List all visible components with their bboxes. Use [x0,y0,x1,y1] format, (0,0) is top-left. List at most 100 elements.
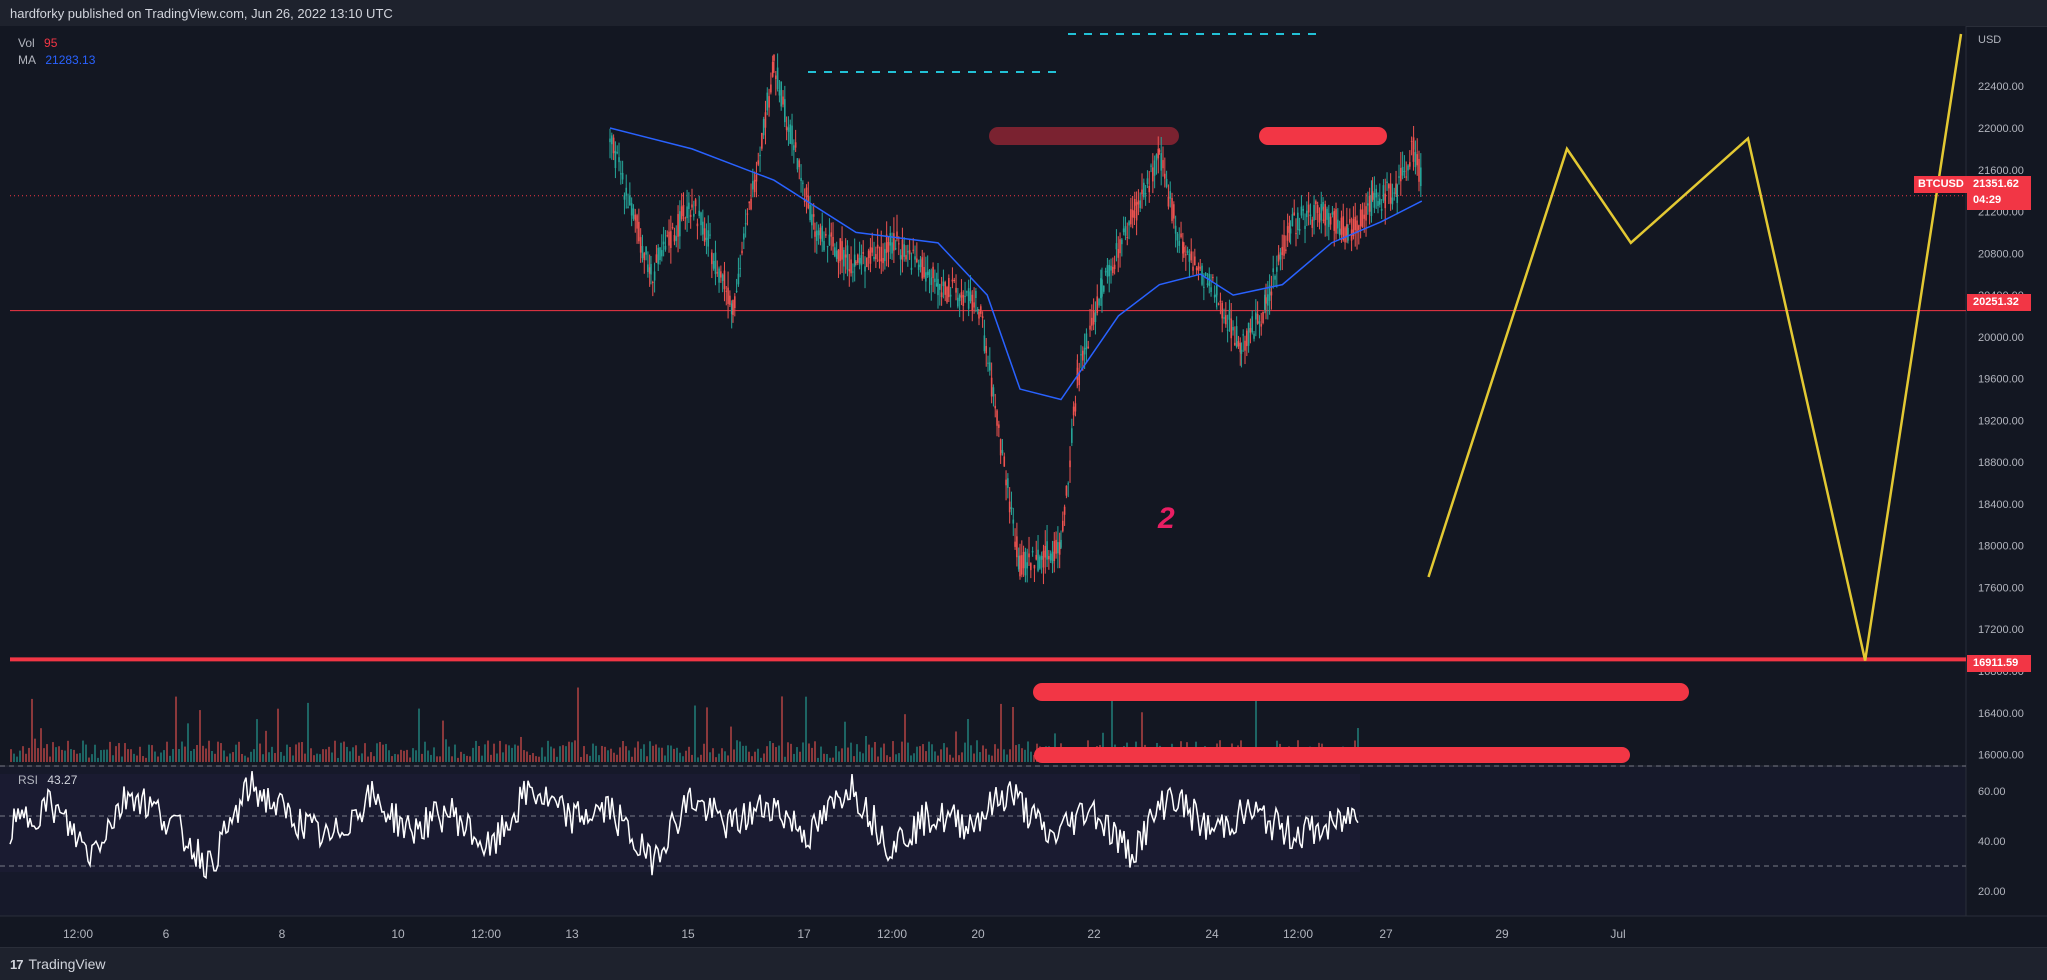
volume-bar [274,753,276,762]
volume-bar [826,754,828,762]
legend-vol-value: 95 [44,36,58,50]
volume-bar [61,749,63,762]
volume-bar [442,720,444,762]
volume-bar [76,753,78,762]
candle-body [1276,267,1278,272]
header-bar: hardforky published on TradingView.com, … [0,0,2047,27]
volume-bar [439,756,441,762]
volume-bar [670,745,672,762]
candle-body [753,179,756,193]
price-tick-label: 19200.00 [1978,415,2024,427]
volume-bar [490,754,492,762]
candle-body [785,126,788,131]
volume-bar [664,755,666,762]
candle-body [620,173,622,175]
candle-body [1373,192,1376,208]
candle-body [750,198,752,210]
volume-bar [250,751,252,762]
candle-body [1067,483,1070,485]
volume-bar [214,753,216,762]
candle-body [1183,246,1185,253]
candle-body [1119,239,1121,254]
candle-body [1089,325,1091,330]
volume-bar [619,747,621,762]
candle-body [1304,225,1306,229]
volume-bar [85,744,87,762]
volume-bar [877,756,879,762]
candle-body [1035,554,1038,560]
candle-body [855,262,857,264]
volume-bar [769,741,771,762]
candle-body [1098,298,1100,306]
candle-body [823,241,825,251]
chart-canvas[interactable]: 22400.0022000.0021600.0021200.0020800.00… [0,26,2047,947]
volume-bar [499,740,501,762]
candle-body [832,236,834,247]
volume-bar [466,755,468,762]
candle-body [632,208,635,219]
tradingview-logo[interactable]: 17 TradingView [10,956,106,972]
time-tick-label: 12:00 [877,927,907,941]
volume-bar [808,743,810,762]
candle-body [1409,162,1411,167]
volume-bar [586,754,588,762]
price-tick-label: 20000.00 [1978,332,2024,344]
volume-bar [793,753,795,762]
candle-body [766,92,769,111]
volume-bar [571,742,573,762]
candle-body [1309,214,1312,217]
candle-body [1080,354,1082,356]
candle-body [828,234,831,246]
volume-bar [943,743,945,762]
volume-bar [730,726,732,762]
candle-body [1186,250,1189,254]
volume-bar [430,754,432,762]
candle-body [616,152,619,154]
volume-bar [1015,745,1017,762]
last-price: 21351.62 [1973,178,2019,190]
candle-body [1019,555,1021,577]
volume-bar [685,750,687,762]
candle-body [1176,233,1179,241]
volume-bar [574,740,576,762]
candle-body [721,274,724,281]
volume-bar [22,746,24,762]
volume-bar [109,741,111,762]
volume-bar [550,746,552,762]
candle-body [711,252,713,265]
candle-body [812,214,815,217]
candle-body [1340,217,1343,235]
candle-body [932,266,934,279]
volume-bar [319,754,321,762]
candle-body [1169,191,1172,199]
candle-body [1239,342,1242,353]
candle-body [980,306,982,314]
volume-bar [595,745,597,762]
candle-body [910,267,913,270]
candle-body [1174,225,1177,234]
volume-bar [184,746,186,762]
candle-body [821,225,824,242]
candle-body [866,257,868,267]
volume-bar [979,752,981,762]
candle-body [755,174,758,182]
candle-body [948,277,950,298]
candle-body [971,294,974,311]
volume-bar [712,748,714,762]
volume-bar [937,755,939,762]
candle-body [1173,204,1175,219]
volume-bar [82,740,84,762]
volume-bar [217,741,219,762]
volume-bar [223,750,225,762]
candle-body [1124,226,1127,236]
candle-body [1318,213,1321,223]
volume-bar [97,757,99,762]
time-tick-label: 24 [1205,927,1219,941]
volume-bar [475,740,477,762]
candle-body [1391,197,1394,205]
volume-bar [643,744,645,762]
candle-body [771,61,774,77]
volume-bar [625,746,627,762]
candle-body [1213,294,1216,298]
candle-body [926,271,929,276]
